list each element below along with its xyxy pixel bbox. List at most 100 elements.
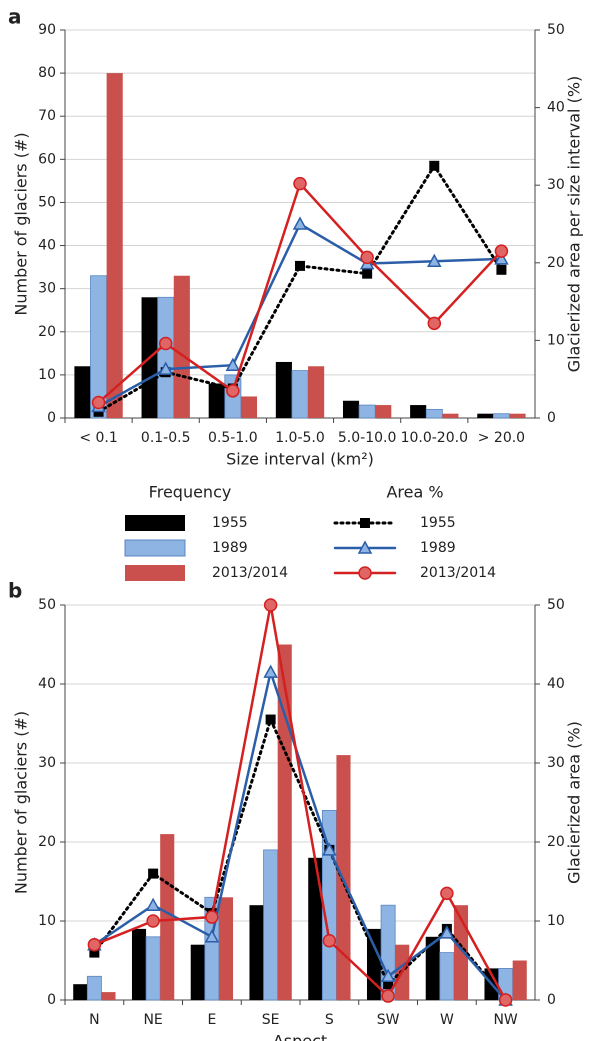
legend-title: Frequency xyxy=(149,483,232,502)
x-tick-label: 0.1-0.5 xyxy=(141,430,191,446)
x-tick-label: NE xyxy=(143,1012,162,1028)
panel-label: b xyxy=(8,579,22,603)
bar xyxy=(73,984,88,1000)
bar xyxy=(291,370,309,419)
marker xyxy=(226,384,240,398)
bar xyxy=(308,857,323,1000)
marker xyxy=(381,989,395,1003)
x-tick-label: 0.5-1.0 xyxy=(208,430,258,446)
bar xyxy=(160,834,175,1000)
y-tick-label: 20 xyxy=(38,834,56,850)
legend-marker xyxy=(357,540,373,554)
bar xyxy=(425,408,443,419)
x-tick-label: SE xyxy=(262,1012,280,1028)
bar xyxy=(308,366,325,418)
marker xyxy=(293,176,307,191)
legend-marker xyxy=(360,518,370,528)
marker xyxy=(204,929,220,943)
y-axis-label: Number of glaciers (#) xyxy=(12,711,31,894)
bar xyxy=(275,361,292,418)
marker xyxy=(89,947,100,958)
x-tick-label: S xyxy=(325,1012,334,1028)
marker xyxy=(87,937,102,952)
marker xyxy=(494,244,509,258)
y2-tick-label: 0 xyxy=(547,410,556,426)
bar xyxy=(74,366,91,418)
y-tick-label: 0 xyxy=(47,410,56,426)
marker xyxy=(263,598,278,612)
bar xyxy=(410,405,427,418)
marker xyxy=(158,336,173,351)
y2-tick-label: 50 xyxy=(547,22,565,38)
x-tick-label: W xyxy=(440,1012,454,1028)
x-tick-label: E xyxy=(207,1012,216,1028)
x-tick-label: > 20.0 xyxy=(478,430,525,446)
marker xyxy=(145,897,161,911)
legend-label: 1955 xyxy=(212,515,248,531)
bar xyxy=(86,975,102,1001)
bar xyxy=(358,404,376,419)
bar xyxy=(106,73,123,418)
bar xyxy=(190,944,205,1000)
y2-tick-label: 20 xyxy=(547,255,565,271)
bar xyxy=(453,905,469,1000)
y-tick-label: 70 xyxy=(38,108,56,124)
y-tick-label: 30 xyxy=(38,755,56,771)
y2-tick-label: 10 xyxy=(547,332,565,348)
legend-label: 1955 xyxy=(420,515,456,531)
marker xyxy=(427,253,442,267)
x-axis-label: Aspect xyxy=(273,1032,327,1041)
y2-tick-label: 0 xyxy=(547,992,556,1008)
marker xyxy=(429,160,440,171)
bar xyxy=(173,275,190,418)
bar xyxy=(208,383,225,418)
y2-tick-label: 30 xyxy=(547,755,565,771)
marker xyxy=(322,842,337,856)
y-tick-label: 80 xyxy=(38,65,56,81)
bar xyxy=(477,413,494,418)
y-tick-label: 10 xyxy=(38,367,56,383)
marker xyxy=(322,934,337,948)
y-tick-label: 50 xyxy=(38,597,56,613)
bar xyxy=(101,992,116,1000)
bar xyxy=(375,405,392,418)
y-tick-label: 60 xyxy=(38,151,56,167)
bar xyxy=(263,849,279,1001)
bar xyxy=(131,928,147,1000)
line xyxy=(93,604,507,1002)
marker xyxy=(439,925,455,939)
bar xyxy=(157,296,175,419)
marker xyxy=(158,361,173,375)
y2-tick-label: 20 xyxy=(547,834,565,850)
legend-swatch xyxy=(125,515,185,531)
bar xyxy=(425,936,440,1000)
y-tick-label: 40 xyxy=(38,676,56,692)
marker xyxy=(205,910,219,924)
marker xyxy=(146,914,160,928)
marker xyxy=(263,664,278,678)
legend-swatch xyxy=(124,539,186,557)
marker xyxy=(91,395,106,410)
legend-marker xyxy=(358,566,372,580)
marker xyxy=(292,216,308,230)
x-tick-label: 10.0-20.0 xyxy=(401,430,468,446)
y2-tick-label: 40 xyxy=(547,676,565,692)
bar xyxy=(342,400,360,418)
legend-label: 1989 xyxy=(420,540,456,556)
marker xyxy=(225,357,241,371)
bar xyxy=(492,413,510,419)
line xyxy=(92,715,508,1002)
bar xyxy=(512,960,527,1000)
x-tick-label: < 0.1 xyxy=(79,430,117,446)
marker xyxy=(494,251,509,265)
marker xyxy=(496,264,507,275)
y-tick-label: 20 xyxy=(38,324,56,340)
y-tick-label: 90 xyxy=(38,22,56,38)
bar xyxy=(240,396,258,418)
x-tick-label: NW xyxy=(493,1012,517,1028)
y2-tick-label: 30 xyxy=(547,177,565,193)
y-tick-label: 40 xyxy=(38,238,56,254)
marker xyxy=(295,260,305,271)
line xyxy=(93,667,507,1002)
marker xyxy=(380,968,396,983)
